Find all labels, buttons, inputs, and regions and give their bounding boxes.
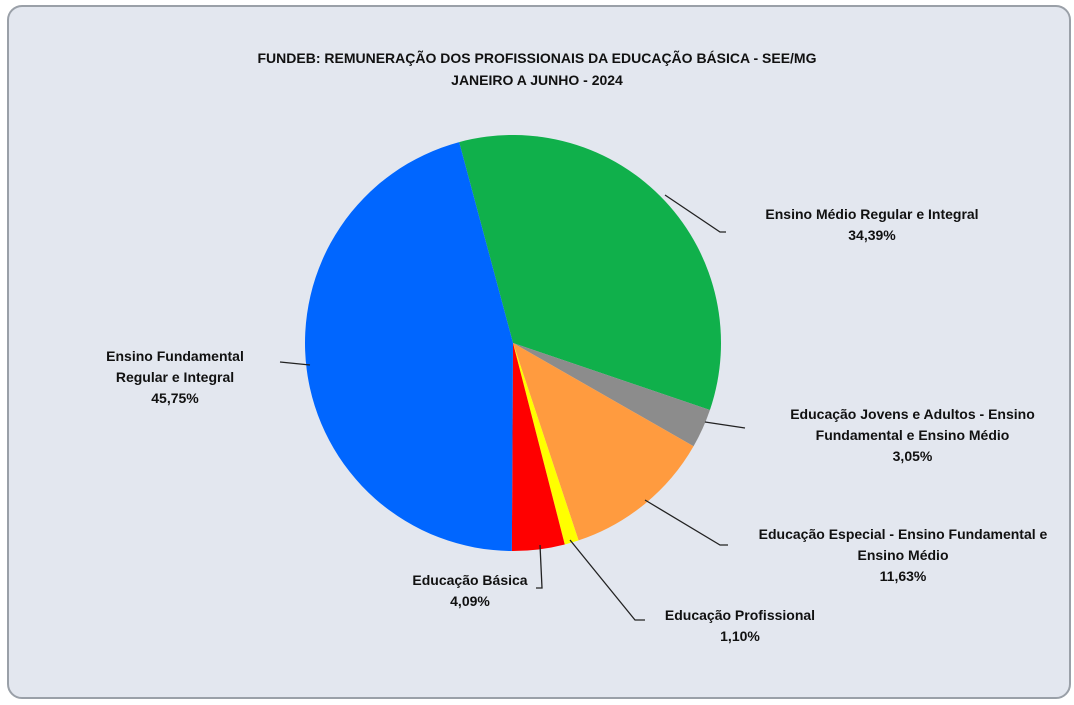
category-label: Educação Profissional xyxy=(664,607,816,623)
value-label: 45,75% xyxy=(151,390,199,406)
category-label: Educação Especial - Ensino Fundamental e… xyxy=(758,526,1048,563)
slice-label: Educação Profissional 1,10% xyxy=(640,605,840,647)
pie xyxy=(305,135,721,551)
category-label: Educação Básica xyxy=(412,572,528,588)
value-label: 4,09% xyxy=(450,593,490,609)
leader-line xyxy=(704,421,746,429)
leader-line xyxy=(536,544,543,589)
value-label: 34,39% xyxy=(848,227,896,243)
slice-label: Ensino Médio Regular e Integral 34,39% xyxy=(722,204,1022,246)
category-label: Educação Jovens e Adultos - Ensino Funda… xyxy=(790,406,1035,443)
leader-line xyxy=(664,194,726,233)
value-label: 11,63% xyxy=(879,568,927,584)
leader-lines xyxy=(279,194,746,621)
value-label: 1,10% xyxy=(720,628,760,644)
pie-slice xyxy=(305,142,513,551)
leader-line xyxy=(279,361,311,366)
pie-slice xyxy=(513,343,694,541)
slice-label: Educação Especial - Ensino Fundamental e… xyxy=(738,524,1068,587)
slice-label: Educação Jovens e Adultos - Ensino Funda… xyxy=(760,404,1065,467)
chart-title: FUNDEB: REMUNERAÇÃO DOS PROFISSIONAIS DA… xyxy=(257,50,817,66)
slice-label: Educação Básica 4,09% xyxy=(390,570,550,612)
pie-slice xyxy=(459,135,721,411)
slice-label: Ensino Fundamental Regular e Integral 45,… xyxy=(95,346,255,409)
pie-slice xyxy=(513,343,710,447)
chart-subtitle: JANEIRO A JUNHO - 2024 xyxy=(451,72,623,88)
pie-slice xyxy=(511,343,565,551)
leader-line xyxy=(569,539,645,621)
value-label: 3,05% xyxy=(892,448,933,464)
category-label: Ensino Fundamental Regular e Integral xyxy=(106,348,244,385)
leader-line xyxy=(644,499,728,546)
category-label: Ensino Médio Regular e Integral xyxy=(765,206,979,222)
pie-slice xyxy=(513,343,579,545)
